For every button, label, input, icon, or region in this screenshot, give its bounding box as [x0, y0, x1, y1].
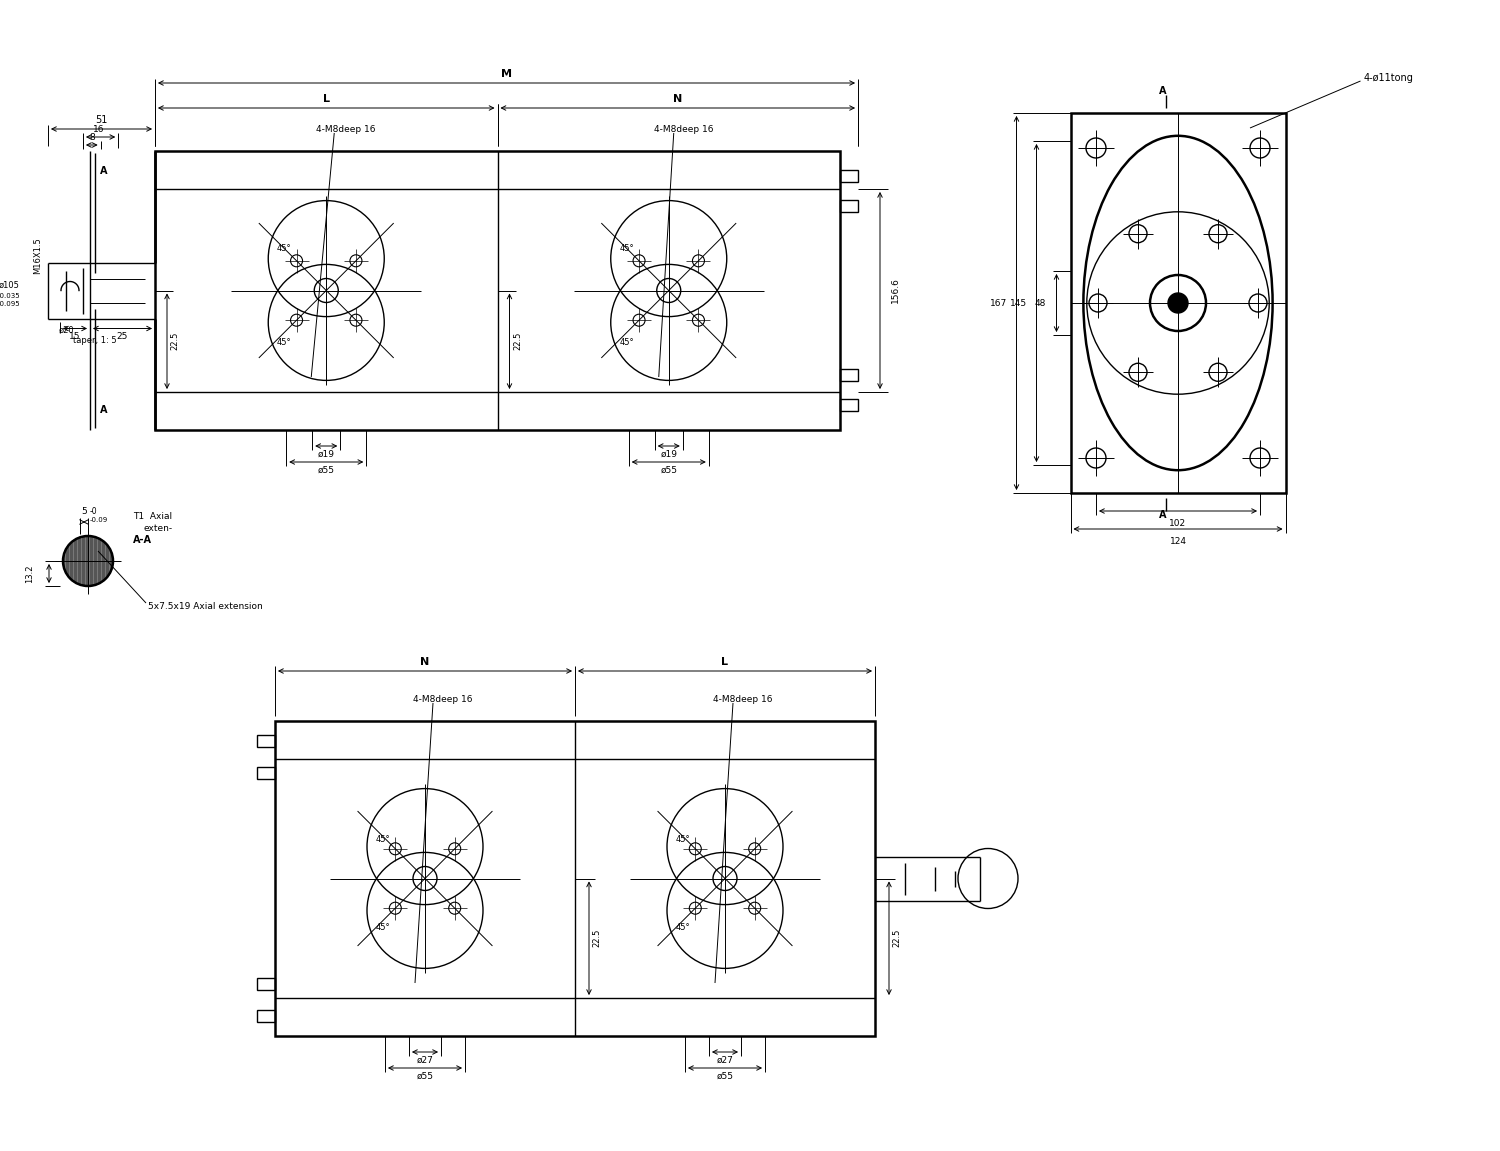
- Polygon shape: [63, 536, 112, 586]
- Text: ø55: ø55: [717, 1072, 734, 1081]
- Bar: [840, 200, 858, 212]
- Text: 45°: 45°: [375, 923, 390, 932]
- Text: -0.095: -0.095: [0, 300, 20, 306]
- Text: A-A: A-A: [134, 535, 152, 546]
- Circle shape: [1168, 294, 1188, 313]
- Text: A: A: [1160, 86, 1167, 96]
- Text: T1  Axial: T1 Axial: [134, 511, 172, 520]
- Text: L: L: [722, 657, 729, 666]
- Text: ø27: ø27: [717, 1055, 734, 1065]
- Text: ø55: ø55: [660, 465, 678, 474]
- Text: -0.035: -0.035: [0, 292, 20, 298]
- Text: 124: 124: [1170, 536, 1186, 546]
- Text: 45°: 45°: [278, 244, 291, 253]
- Text: 8: 8: [88, 132, 94, 142]
- Text: 13.2: 13.2: [26, 564, 34, 582]
- Text: 48: 48: [1035, 298, 1046, 307]
- Bar: [840, 369, 858, 381]
- Text: -0: -0: [90, 506, 98, 516]
- Text: 51: 51: [96, 115, 108, 125]
- Text: 4-ø11tong: 4-ø11tong: [1364, 73, 1413, 83]
- Text: 16: 16: [93, 124, 105, 134]
- Bar: [256, 767, 274, 779]
- Text: 102: 102: [1170, 518, 1186, 527]
- Bar: [840, 399, 858, 411]
- Text: 4-M8deep 16: 4-M8deep 16: [714, 694, 772, 703]
- Text: exten-: exten-: [142, 524, 172, 533]
- Text: ø27: ø27: [417, 1055, 434, 1065]
- Text: 167: 167: [990, 298, 1006, 307]
- Text: 45°: 45°: [675, 834, 690, 844]
- Text: M16X1.5: M16X1.5: [33, 237, 42, 274]
- Text: 5: 5: [81, 506, 87, 516]
- Text: N: N: [674, 94, 682, 104]
- Bar: [840, 170, 858, 182]
- Text: 22.5: 22.5: [171, 331, 180, 350]
- Text: L: L: [322, 94, 330, 104]
- Text: ø105: ø105: [0, 281, 20, 290]
- Text: 22.5: 22.5: [513, 331, 522, 350]
- Text: 45°: 45°: [675, 923, 690, 932]
- Text: 4-M8deep 16: 4-M8deep 16: [413, 694, 472, 703]
- Bar: [274, 721, 874, 1036]
- Text: ø20: ø20: [58, 326, 74, 335]
- Text: 4-M8deep 16: 4-M8deep 16: [654, 124, 714, 134]
- Text: 25: 25: [117, 331, 128, 341]
- Text: ø19: ø19: [318, 450, 334, 458]
- Bar: [256, 1009, 274, 1022]
- Text: 156.6: 156.6: [891, 277, 900, 304]
- Text: 45°: 45°: [620, 244, 634, 253]
- Text: 5x7.5x19 Axial extension: 5x7.5x19 Axial extension: [148, 602, 262, 610]
- Text: A: A: [100, 405, 108, 416]
- Text: 4-M8deep 16: 4-M8deep 16: [316, 124, 376, 134]
- Text: 22.5: 22.5: [892, 929, 902, 947]
- Text: ø55: ø55: [417, 1072, 434, 1081]
- Bar: [256, 978, 274, 990]
- Text: 145: 145: [1010, 298, 1028, 307]
- Text: ø19: ø19: [660, 450, 678, 458]
- Text: 22.5: 22.5: [592, 929, 602, 947]
- Text: 45°: 45°: [278, 338, 291, 346]
- Text: A: A: [1160, 510, 1167, 520]
- Text: 45°: 45°: [620, 338, 634, 346]
- Text: taper, 1: 5: taper, 1: 5: [74, 336, 117, 345]
- Bar: [1071, 113, 1286, 493]
- Text: A: A: [100, 166, 108, 176]
- Text: -0.09: -0.09: [90, 517, 108, 523]
- Text: M: M: [501, 69, 512, 79]
- Text: N: N: [420, 657, 429, 666]
- Text: 45°: 45°: [375, 834, 390, 844]
- Bar: [256, 735, 274, 747]
- Bar: [154, 151, 840, 430]
- Text: ø55: ø55: [318, 465, 334, 474]
- Text: 15: 15: [69, 331, 81, 341]
